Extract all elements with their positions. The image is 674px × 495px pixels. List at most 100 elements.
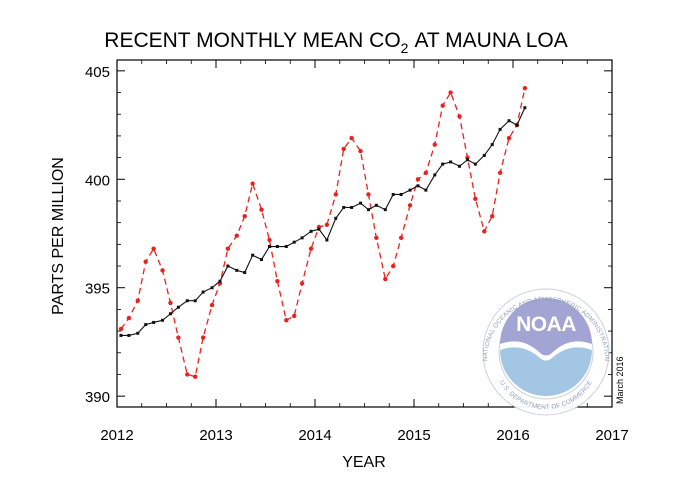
date-note: March 2016 — [615, 356, 625, 404]
x-tick-label: 2012 — [100, 427, 133, 444]
corrected-trend-point — [416, 184, 420, 188]
corrected-trend-point — [235, 268, 239, 272]
y-tick-label: 395 — [85, 281, 110, 298]
monthly-mean-point — [522, 85, 528, 91]
monthly-mean-point — [259, 207, 264, 212]
x-tick-label: 2017 — [595, 427, 628, 444]
monthly-mean-point — [333, 192, 338, 197]
corrected-trend-point — [374, 203, 378, 207]
corrected-trend-point — [458, 164, 462, 168]
monthly-mean-point — [391, 263, 396, 269]
corrected-trend-point — [185, 299, 189, 303]
corrected-trend-point — [218, 279, 222, 283]
monthly-mean-point — [135, 298, 140, 303]
chart-title-subscript: 2 — [401, 40, 409, 56]
monthly-mean-point — [415, 177, 421, 182]
monthly-mean-point — [457, 114, 462, 119]
corrected-trend-point — [399, 192, 403, 196]
corrected-trend-point — [334, 216, 338, 220]
series-seasonally-corrected — [119, 106, 527, 337]
logo-sky-shape — [500, 298, 592, 356]
monthly-mean-point — [341, 146, 346, 152]
corrected-trend-point — [176, 305, 180, 309]
corrected-trend-point — [473, 162, 477, 166]
corrected-trend-point — [201, 290, 205, 294]
monthly-mean-point — [209, 302, 215, 308]
corrected-trend-point — [490, 143, 494, 147]
monthly-mean-point — [242, 213, 247, 219]
monthly-mean-point — [423, 170, 429, 175]
y-tick-label: 400 — [85, 172, 110, 189]
corrected-trend-point — [226, 264, 230, 268]
monthly-mean-point — [299, 281, 305, 286]
monthly-mean-point — [267, 237, 272, 243]
corrected-trend-point — [441, 162, 445, 166]
corrected-trend-point — [210, 286, 214, 290]
monthly-mean-point — [193, 374, 198, 379]
monthly-mean-point — [126, 315, 132, 321]
monthly-mean-point — [308, 246, 314, 251]
monthly-mean-point — [482, 229, 487, 234]
corrected-trend-point — [152, 320, 156, 324]
corrected-trend-point — [317, 227, 321, 231]
monthly-mean-point — [432, 142, 437, 147]
corrected-trend-point — [193, 299, 197, 303]
corrected-trend-point — [136, 331, 140, 335]
corrected-trend-point — [251, 253, 255, 257]
corrected-trend-point — [168, 312, 172, 316]
monthly-mean-point — [275, 279, 280, 284]
monthly-mean-point — [284, 318, 289, 323]
corrected-trend-point — [243, 271, 247, 275]
corrected-trend-line — [120, 107, 526, 336]
x-tick-label: 2014 — [298, 427, 331, 444]
corrected-trend-point — [383, 208, 387, 212]
monthly-mean-point — [176, 335, 181, 340]
corrected-trend-point — [284, 245, 288, 249]
monthly-mean-line — [120, 88, 526, 378]
monthly-mean-point — [225, 246, 231, 251]
monthly-mean-point — [143, 259, 148, 264]
monthly-mean-point — [398, 235, 404, 241]
monthly-mean-point — [118, 326, 124, 332]
chart-title: RECENT MONTHLY MEAN CO2 AT MAUNA LOA — [104, 29, 567, 56]
monthly-mean-point — [448, 90, 453, 95]
x-tick-label: 2013 — [199, 427, 232, 444]
monthly-mean-point — [168, 300, 173, 306]
corrected-trend-point — [449, 160, 453, 164]
corrected-trend-point — [482, 153, 486, 157]
monthly-mean-point — [185, 372, 190, 377]
monthly-mean-point — [407, 203, 413, 208]
monthly-mean-point — [506, 135, 512, 141]
series-monthly-mean — [118, 85, 528, 379]
corrected-trend-point — [292, 240, 296, 244]
monthly-mean-point — [151, 246, 156, 251]
corrected-trend-point — [309, 229, 313, 233]
monthly-mean-point — [473, 196, 478, 201]
corrected-trend-point — [465, 158, 469, 162]
x-tick-label: 2015 — [397, 427, 430, 444]
corrected-trend-point — [359, 201, 363, 205]
monthly-mean-point — [324, 222, 330, 228]
monthly-mean-point — [349, 135, 354, 141]
x-axis-title: YEAR — [342, 454, 386, 471]
monthly-mean-point — [200, 335, 206, 340]
y-axis-title: PARTS PER MILLION — [50, 157, 67, 315]
monthly-mean-point — [383, 276, 388, 282]
logo-wordmark: NOAA — [516, 313, 576, 336]
corrected-trend-point — [498, 127, 502, 131]
monthly-mean-point — [490, 213, 495, 219]
monthly-mean-point — [234, 233, 239, 238]
y-tick-label: 390 — [85, 389, 110, 406]
corrected-trend-point — [260, 258, 264, 262]
series-layer — [118, 85, 528, 379]
corrected-trend-point — [523, 106, 527, 110]
monthly-mean-point — [250, 181, 255, 186]
corrected-trend-point — [366, 208, 370, 212]
x-tick-label: 2016 — [496, 427, 529, 444]
corrected-trend-point — [144, 323, 148, 327]
monthly-mean-point — [292, 313, 297, 319]
logo-sea-shape — [500, 347, 592, 396]
corrected-trend-point — [275, 245, 279, 249]
monthly-mean-point — [374, 235, 379, 241]
